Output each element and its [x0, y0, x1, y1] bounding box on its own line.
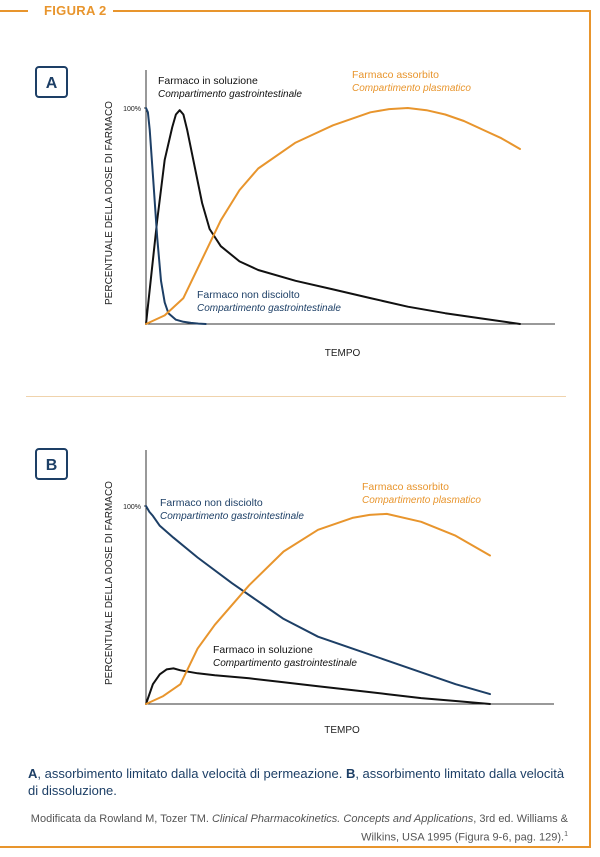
frame-right-line [589, 10, 591, 847]
series-label-solution: Farmaco in soluzione [213, 644, 313, 656]
series-line-absorbed [145, 512, 491, 705]
series-label-absorbed: Farmaco assorbito [362, 481, 449, 493]
series-sublabel-solution: Compartimento gastrointestinale [213, 658, 357, 669]
y-tick-label: 100% [123, 504, 141, 511]
panel-tag-label: B [46, 457, 58, 474]
x-axis-label: TEMPO [325, 348, 361, 359]
series-label-solution: Farmaco in soluzione [158, 75, 258, 87]
series-line-undissolved [145, 505, 491, 696]
panel-tag-label: A [46, 75, 58, 92]
source-title: Clinical Pharmacokinetics. Concepts and … [211, 813, 474, 825]
series-sublabel-absorbed: Compartimento plasmatico [352, 83, 471, 94]
series-label-absorbed: Farmaco assorbito [352, 69, 439, 81]
series-line-solution [145, 667, 491, 705]
series-sublabel-absorbed: Compartimento plasmatico [362, 495, 481, 506]
caption-b-label: B [345, 766, 356, 781]
frame-bottom-line [0, 846, 591, 848]
series-line-solution [145, 109, 521, 325]
series-sublabel-undissolved: Compartimento gastrointestinale [197, 303, 341, 314]
series-label-undissolved: Farmaco non disciolto [160, 497, 263, 509]
figure-caption: A, assorbimento limitato dalla velocità … [28, 765, 573, 799]
x-axis-label: TEMPO [324, 725, 360, 736]
series-sublabel-solution: Compartimento gastrointestinale [158, 89, 302, 100]
caption-a-text: , assorbimento limitato dalla velocità d… [37, 766, 346, 781]
series-line-undissolved [145, 107, 207, 325]
source-post: , 3rd ed. Williams & Wilkins, USA 1995 (… [361, 813, 568, 844]
figure-label: FIGURA 2 [38, 3, 113, 18]
y-axis-label: PERCENTUALE DELLA DOSE DI FARMACO [104, 481, 115, 685]
series-sublabel-undissolved: Compartimento gastrointestinale [160, 511, 304, 522]
series-line-absorbed [145, 107, 521, 325]
panel-tag-box [35, 66, 68, 98]
source-note: Modificata da Rowland M, Tozer TM. Clini… [28, 811, 568, 846]
panel-tag-box [35, 448, 68, 480]
caption-b-text: , assorbimento limitato dalla velocità d… [28, 766, 565, 798]
source-pre: Modificata da Rowland M, Tozer TM. [30, 813, 212, 825]
series-label-undissolved: Farmaco non disciolto [197, 289, 300, 301]
y-tick-label: 100% [123, 106, 141, 113]
frame-top-line [110, 10, 591, 12]
y-axis-label: PERCENTUALE DELLA DOSE DI FARMACO [104, 101, 115, 305]
chart-panel-a: A 100% PERCENTUALE DELLA DOSE DI FARMACO TE… [35, 66, 555, 359]
frame-top-left-line [0, 10, 28, 12]
panel-divider [26, 396, 566, 397]
chart-panel-b: B 100% PERCENTUALE DELLA DOSE DI FARMACO TE… [35, 448, 554, 736]
source-ref: 1 [564, 831, 568, 838]
caption-a-label: A [28, 766, 38, 781]
